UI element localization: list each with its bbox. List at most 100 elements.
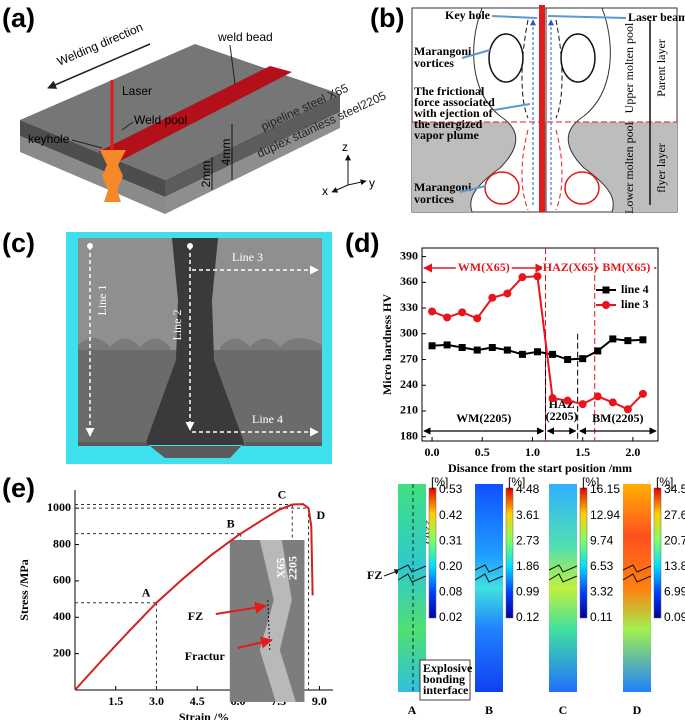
- y-tick-label: 400: [53, 609, 71, 623]
- x-axis-label: Strain /%: [179, 710, 229, 720]
- colorbar-tick: 3.32: [590, 585, 614, 599]
- axis-name: z: [342, 140, 348, 154]
- colorbar-tick: 16.15: [590, 482, 620, 496]
- marker: [518, 273, 527, 282]
- marker: [548, 394, 557, 403]
- fusion-line: [548, 564, 578, 583]
- colorbar: [505, 487, 514, 619]
- zone-label-bg: [542, 261, 599, 275]
- fusion-line: [474, 564, 504, 583]
- map-label: C: [559, 703, 568, 717]
- panel-label: (e): [2, 473, 35, 503]
- colorbar-unit: [%]: [656, 475, 673, 489]
- strain-map: [623, 484, 651, 692]
- plate-side: [165, 94, 340, 197]
- note-box: [419, 659, 471, 701]
- colorbar-tick: 20.79: [664, 533, 685, 547]
- series-line: [431, 275, 644, 411]
- note: Explosive bonding interface: [423, 661, 473, 697]
- x-tick-label: 3.0: [149, 694, 164, 708]
- y-tick-label: 360: [400, 274, 418, 288]
- marker: [533, 272, 542, 281]
- x-tick-label: 2.0: [625, 445, 640, 459]
- zone-label: BM(X65): [602, 260, 650, 274]
- leader: [121, 121, 134, 131]
- colorbar-unit: [%]: [508, 475, 525, 489]
- panel-a: Welding direction weld bead Laser Weld p…: [20, 20, 388, 214]
- strain-map: [549, 484, 577, 692]
- marker: [458, 344, 466, 352]
- vortex: [564, 171, 600, 205]
- marker: [579, 355, 587, 363]
- series-line: [74, 503, 314, 691]
- panel-label: (a): [2, 3, 35, 33]
- fusion-line: [622, 564, 652, 583]
- marker: [443, 313, 452, 322]
- label: keyhole: [28, 132, 70, 146]
- y-tick-label: 180: [400, 428, 418, 442]
- marker: [518, 350, 526, 358]
- flow: [521, 129, 563, 211]
- colorbar-tick: 0.11: [590, 610, 613, 624]
- colorbar-tick: 0.31: [439, 533, 463, 547]
- colorbar: [579, 487, 588, 619]
- leader: [459, 185, 487, 193]
- colorbar-tick: 0.42: [439, 508, 463, 522]
- y-tick-label: 300: [400, 326, 418, 340]
- zone-label-bg: [455, 261, 512, 275]
- zone-label: WM(X65): [458, 260, 510, 274]
- legend-marker: [602, 301, 610, 309]
- fusion-zone: [145, 238, 245, 445]
- marker: [624, 337, 632, 345]
- arrow: [47, 43, 151, 89]
- marker: [473, 314, 482, 323]
- marker: [593, 392, 602, 401]
- colorbar-tick: 0.53: [439, 482, 463, 496]
- inset-label: X65: [274, 558, 288, 579]
- marker: [473, 346, 481, 354]
- marker: [638, 389, 647, 398]
- label: 4mm: [219, 139, 233, 166]
- inset-label: 2205: [286, 556, 300, 580]
- inset-label: Fractur: [185, 649, 226, 663]
- colorbar-tick: 6.53: [590, 559, 614, 573]
- y-axis-label: Micro hardness HV: [380, 294, 394, 395]
- zone-label: WM(2205): [456, 411, 511, 425]
- colorbar-tick: 0.20: [439, 559, 463, 573]
- label: Key hole: [445, 8, 491, 22]
- keyhole: [100, 150, 126, 202]
- y-tick-label: 390: [400, 248, 418, 262]
- marker: [609, 335, 617, 343]
- label: weld bead: [217, 30, 273, 44]
- line-label: Line 1: [95, 285, 109, 316]
- flow: [521, 19, 563, 119]
- leader: [491, 15, 538, 19]
- x-tick-label: 1.0: [525, 445, 540, 459]
- marker: [549, 350, 557, 358]
- zone-label: BM(2205): [592, 411, 643, 425]
- zone-label-bg: [598, 261, 655, 275]
- colorbar-tick: 0.02: [439, 610, 463, 624]
- label: Lower molten pool: [622, 121, 636, 214]
- y-tick-label: 600: [53, 573, 71, 587]
- marker: [488, 344, 496, 352]
- marker: [488, 293, 497, 302]
- strain-map: [475, 484, 503, 692]
- marker: [428, 342, 436, 350]
- point-label: A: [142, 585, 151, 599]
- map-label: D: [633, 703, 642, 717]
- arrow: [215, 601, 267, 615]
- fusion-line: [397, 564, 427, 583]
- x-tick-label: 1.5: [108, 694, 123, 708]
- colorbar: [428, 487, 437, 619]
- label: Parent layer: [654, 39, 668, 97]
- label: Laser: [122, 84, 152, 98]
- inset-label: FZ: [188, 609, 203, 623]
- colorbar-tick: 13.89: [664, 559, 685, 573]
- y-tick-label: 270: [400, 351, 418, 365]
- x-tick-label: 4.5: [190, 694, 205, 708]
- arrow: [383, 569, 401, 577]
- marker: [533, 348, 541, 356]
- start-point: [187, 243, 193, 249]
- x-tick-label: 0.0: [425, 445, 440, 459]
